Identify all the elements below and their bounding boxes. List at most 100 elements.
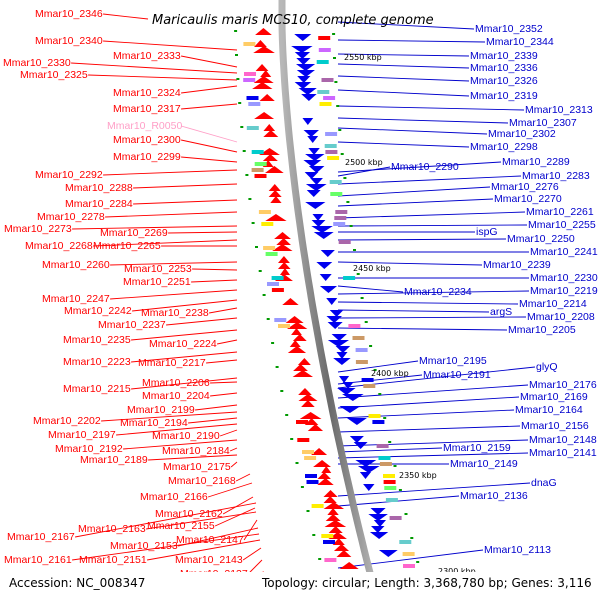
gene-label-right[interactable]: dnaG	[531, 477, 557, 489]
gene-label-left[interactable]: Mmar10_2268	[25, 240, 93, 252]
gene-label-right[interactable]: Mmar10_2344	[486, 36, 554, 48]
gene-label-right[interactable]: Mmar10_2319	[470, 90, 538, 102]
gene-label-left[interactable]: Mmar10_2223	[63, 356, 131, 368]
gene-label-left[interactable]: Mmar10_2197	[48, 429, 116, 441]
gene-label-right[interactable]: Mmar10_2241	[530, 246, 598, 258]
gene-label-left[interactable]: Mmar10_2175	[163, 461, 231, 473]
reverse-gene-arrow	[306, 190, 321, 197]
gene-label-right[interactable]: Mmar10_2290	[391, 161, 459, 173]
gene-label-left[interactable]: Mmar10_2238	[141, 307, 209, 319]
gene-label-left[interactable]: Mmar10_2204	[142, 390, 210, 402]
gene-label-left[interactable]: Mmar10_2206	[142, 377, 210, 389]
gene-label-left[interactable]: Mmar10_2202	[33, 415, 101, 427]
gene-label-left[interactable]: Mmar10_2237	[98, 319, 166, 331]
gene-label-left[interactable]: Mmar10_2317	[113, 103, 181, 115]
gene-label-left[interactable]: Mmar10_2253	[124, 263, 192, 275]
forward-gene-arrow	[255, 64, 269, 71]
gene-label-left[interactable]: Mmar10_2168	[168, 475, 236, 487]
gene-labels[interactable]: Mmar10_2346 Mmar10_2340 Mmar10_2333 Mmar10_…	[3, 8, 598, 594]
leader-line	[337, 75, 470, 82]
gene-label-left[interactable]: Mmar10_2155	[147, 520, 215, 532]
gene-label-left[interactable]: Mmar10_2153	[110, 540, 178, 552]
leader-line	[337, 290, 530, 295]
gene-label-right[interactable]: Mmar10_2298	[470, 141, 538, 153]
gene-label-left[interactable]: Mmar10_2330	[3, 57, 71, 69]
gene-label-left[interactable]: Mmar10_2300	[113, 134, 181, 146]
gene-label-left[interactable]: Mmar10_2167	[7, 531, 75, 543]
gene-label-left[interactable]: Mmar10_2147	[176, 534, 244, 546]
gene-label-left[interactable]: Mmar10_2161	[4, 554, 72, 566]
gene-label-right[interactable]: Mmar10_2336	[470, 62, 538, 74]
gene-label-right[interactable]: Mmar10_2164	[515, 404, 583, 416]
reverse-gene-arrow	[327, 340, 350, 347]
gene-label-left[interactable]: Mmar10_2251	[123, 276, 191, 288]
gene-label-right[interactable]: Mmar10_2283	[522, 170, 590, 182]
gene-label-left[interactable]: Mmar10_2265	[93, 240, 161, 252]
gene-label-left[interactable]: Mmar10_2292	[35, 169, 103, 181]
gene-label-right[interactable]: Mmar10_2339	[470, 50, 538, 62]
gene-label-left[interactable]: Mmar10_2162	[155, 508, 223, 520]
gene-label-right[interactable]: Mmar10_2255	[528, 219, 596, 231]
gene-label-right[interactable]: Mmar10_2113	[484, 544, 551, 556]
gene-label-right[interactable]: Mmar10_2159	[443, 442, 511, 454]
gene-label-right[interactable]: glyQ	[536, 361, 558, 373]
gene-label-left[interactable]: Mmar10_2151	[79, 554, 147, 566]
gene-label-right[interactable]: Mmar10_2195	[419, 355, 487, 367]
gene-label-right[interactable]: Mmar10_2270	[494, 193, 562, 205]
gene-label-left[interactable]: Mmar10_2235	[63, 334, 131, 346]
gene-label-right[interactable]: Mmar10_2352	[475, 23, 543, 35]
gene-label-left[interactable]: Mmar10_2163	[78, 523, 146, 535]
gene-label-right[interactable]: Mmar10_2313	[525, 104, 593, 116]
gene-label-right[interactable]: Mmar10_2214	[519, 298, 587, 310]
gene-label-left[interactable]: Mmar10_2189	[80, 454, 148, 466]
gene-label-left[interactable]: Mmar10_2340	[35, 35, 103, 47]
gene-label-left[interactable]: Mmar10_2224	[149, 338, 217, 350]
gene-label-left[interactable]: Mmar10_2273	[4, 223, 72, 235]
gene-label-left[interactable]: Mmar10_2288	[65, 182, 133, 194]
gene-label-left[interactable]: Mmar10_2325	[20, 69, 88, 81]
gene-label-right[interactable]: Mmar10_2176	[529, 379, 597, 391]
gene-label-right[interactable]: Mmar10_2326	[470, 75, 538, 87]
gene-label-left[interactable]: Mmar10_2194	[120, 417, 188, 429]
gene-label-right[interactable]: Mmar10_2169	[520, 391, 588, 403]
gene-label-left[interactable]: Mmar10_2333	[113, 50, 181, 62]
gene-label-left[interactable]: Mmar10_2217	[138, 357, 206, 369]
gene-label-right[interactable]: Mmar10_2191	[423, 369, 491, 381]
gene-label-left[interactable]: Mmar10_2260	[42, 259, 110, 271]
gene-label-left[interactable]: Mmar10_2190	[152, 430, 220, 442]
gene-label-right[interactable]: Mmar10_2302	[488, 128, 556, 140]
gene-label-left[interactable]: Mmar10_2199	[127, 404, 195, 416]
gene-label-left[interactable]: Mmar10_2247	[42, 293, 110, 305]
gene-label-left[interactable]: Mmar10_2278	[37, 211, 105, 223]
gene-label-right[interactable]: ispG	[476, 226, 498, 238]
gene-label-left[interactable]: Mmar10_2242	[64, 305, 132, 317]
gene-label-right[interactable]: Mmar10_2208	[527, 311, 595, 323]
gene-label-left[interactable]: Mmar10_2215	[63, 383, 131, 395]
gene-label-left[interactable]: Mmar10_2192	[55, 443, 123, 455]
gene-label-right[interactable]: argS	[490, 306, 512, 318]
gene-label-right[interactable]: Mmar10_2148	[529, 434, 597, 446]
gene-label-right[interactable]: Mmar10_2289	[502, 156, 570, 168]
gene-label-right[interactable]: Mmar10_2156	[521, 420, 589, 432]
gene-label-left[interactable]: Mmar10_2166	[140, 491, 208, 503]
gene-label-right[interactable]: Mmar10_2205	[508, 324, 576, 336]
gene-label-right[interactable]: Mmar10_2141	[529, 447, 597, 459]
gene-label-left[interactable]: Mmar10_2269	[100, 227, 168, 239]
gene-label-left[interactable]: Mmar10_2143	[175, 554, 243, 566]
gene-label-left[interactable]: Mmar10_R0050	[107, 120, 182, 132]
gene-label-right[interactable]: Mmar10_2230	[530, 272, 598, 284]
gene-label-right[interactable]: Mmar10_2307	[509, 117, 577, 129]
gene-label-right[interactable]: Mmar10_2239	[483, 259, 551, 271]
gene-label-left[interactable]: Mmar10_2284	[65, 198, 133, 210]
gene-label-right[interactable]: Mmar10_2219	[530, 285, 598, 297]
gene-label-right[interactable]: Mmar10_2250	[507, 233, 575, 245]
gene-label-right[interactable]: Mmar10_2261	[526, 206, 594, 218]
gene-label-left[interactable]: Mmar10_2324	[113, 87, 181, 99]
gene-label-right[interactable]: Mmar10_2234	[404, 286, 472, 298]
gene-label-right[interactable]: Mmar10_2276	[491, 181, 559, 193]
gene-label-left[interactable]: Mmar10_2346	[35, 8, 103, 20]
gene-label-right[interactable]: Mmar10_2149	[450, 458, 518, 470]
gene-label-left[interactable]: Mmar10_2184	[162, 445, 230, 457]
gene-label-left[interactable]: Mmar10_2299	[113, 151, 181, 163]
gene-label-right[interactable]: Mmar10_2136	[460, 490, 528, 502]
